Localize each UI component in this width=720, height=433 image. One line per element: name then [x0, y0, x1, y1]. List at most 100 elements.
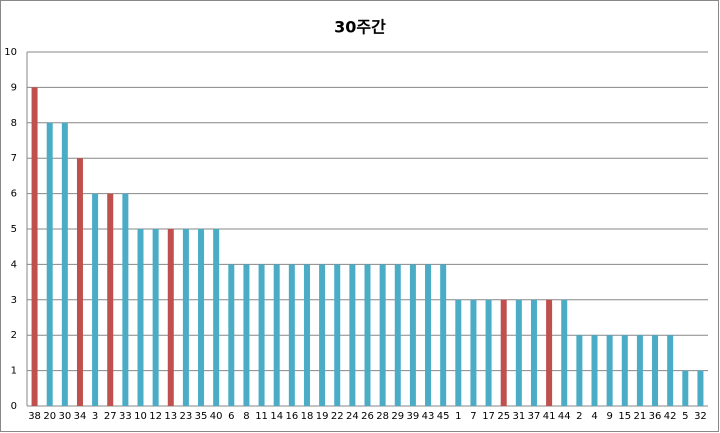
bar — [636, 335, 643, 406]
bar — [515, 299, 522, 406]
bar — [228, 264, 235, 406]
y-tick-label: 4 — [11, 259, 17, 270]
bar — [258, 264, 265, 406]
x-tick-label: 2 — [576, 411, 582, 422]
bar — [92, 193, 99, 406]
x-tick-label: 15 — [618, 411, 631, 422]
x-tick-label: 3 — [92, 411, 98, 422]
x-tick-label: 24 — [346, 411, 359, 422]
x-tick-label: 20 — [43, 411, 56, 422]
x-tick-label: 32 — [694, 411, 707, 422]
bar — [61, 122, 68, 407]
x-tick-label: 35 — [195, 411, 208, 422]
x-tick-label: 45 — [437, 411, 450, 422]
bar — [591, 335, 598, 406]
x-tick-label: 5 — [682, 411, 688, 422]
bar — [440, 264, 447, 406]
x-tick-label: 10 — [134, 411, 147, 422]
bar — [485, 299, 492, 406]
x-tick-label: 27 — [104, 411, 117, 422]
bar — [334, 264, 341, 406]
x-tick-label: 39 — [407, 411, 420, 422]
x-tick-label: 17 — [482, 411, 495, 422]
bar — [76, 158, 83, 406]
y-tick-label: 7 — [11, 153, 17, 164]
bar — [425, 264, 432, 406]
bar — [621, 335, 628, 406]
x-tick-label: 22 — [331, 411, 344, 422]
bar — [243, 264, 250, 406]
x-tick-label: 1 — [455, 411, 461, 422]
x-tick-label: 8 — [243, 411, 249, 422]
bar — [198, 229, 205, 406]
bar — [46, 122, 53, 407]
x-tick-label: 42 — [664, 411, 677, 422]
x-tick-label: 38 — [28, 411, 41, 422]
x-tick-label: 40 — [210, 411, 223, 422]
bar — [122, 193, 129, 406]
bar — [107, 193, 114, 406]
x-tick-label: 43 — [422, 411, 435, 422]
bar — [167, 229, 174, 406]
x-tick-label: 29 — [391, 411, 404, 422]
bar — [182, 229, 189, 406]
bar — [682, 370, 689, 406]
x-tick-label: 16 — [285, 411, 298, 422]
x-tick-label: 19 — [316, 411, 329, 422]
bar — [455, 299, 462, 406]
y-tick-label: 5 — [11, 224, 17, 235]
bar — [530, 299, 537, 406]
bar — [273, 264, 280, 406]
x-tick-label: 9 — [606, 411, 612, 422]
bar — [349, 264, 356, 406]
bar — [213, 229, 220, 406]
y-tick-label: 10 — [4, 47, 17, 58]
x-tick-label: 41 — [543, 411, 556, 422]
bar — [500, 299, 507, 406]
bar — [31, 87, 38, 407]
y-tick-label: 6 — [11, 189, 17, 200]
x-tick-label: 4 — [591, 411, 597, 422]
y-tick-label: 9 — [11, 82, 17, 93]
x-tick-label: 26 — [361, 411, 374, 422]
y-tick-label: 1 — [11, 366, 17, 377]
x-tick-label: 12 — [149, 411, 162, 422]
bar — [667, 335, 674, 406]
chart-title: 30주간 — [334, 18, 386, 37]
x-tick-label: 34 — [74, 411, 87, 422]
bar — [379, 264, 386, 406]
x-tick-label: 28 — [376, 411, 389, 422]
x-tick-label: 18 — [301, 411, 314, 422]
x-tick-label: 37 — [528, 411, 541, 422]
y-tick-label: 3 — [11, 295, 17, 306]
bar — [697, 370, 704, 406]
bar — [288, 264, 295, 406]
x-tick-label: 44 — [558, 411, 571, 422]
y-tick-label: 2 — [11, 330, 17, 341]
x-tick-label: 13 — [164, 411, 177, 422]
bar — [137, 229, 144, 406]
x-tick-label: 6 — [228, 411, 234, 422]
x-tick-label: 36 — [649, 411, 662, 422]
y-tick-label: 0 — [11, 401, 17, 412]
x-tick-label: 23 — [180, 411, 193, 422]
x-tick-label: 7 — [470, 411, 476, 422]
bar — [303, 264, 310, 406]
x-tick-label: 14 — [270, 411, 283, 422]
bar — [319, 264, 326, 406]
bar — [652, 335, 659, 406]
x-tick-label: 11 — [255, 411, 268, 422]
bar — [576, 335, 583, 406]
x-tick-label: 25 — [497, 411, 510, 422]
bar — [409, 264, 416, 406]
x-tick-label: 21 — [634, 411, 647, 422]
bar — [394, 264, 401, 406]
bar — [606, 335, 613, 406]
bar — [152, 229, 159, 406]
bar — [561, 299, 568, 406]
x-tick-label: 33 — [119, 411, 132, 422]
x-tick-label: 30 — [58, 411, 71, 422]
bar — [364, 264, 371, 406]
